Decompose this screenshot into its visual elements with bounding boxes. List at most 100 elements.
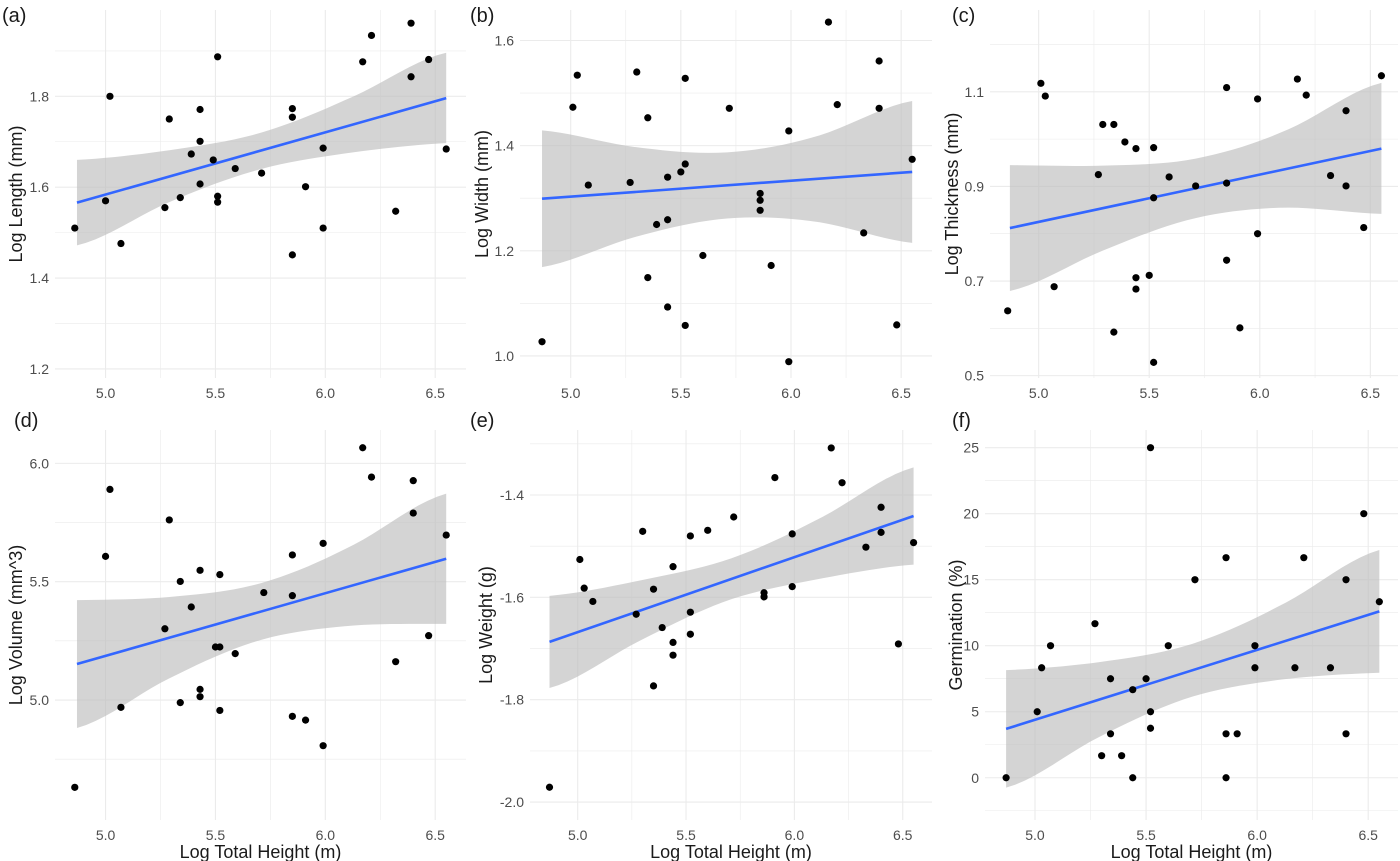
- x-tick-label: 6.5: [891, 385, 911, 401]
- data-point: [442, 145, 450, 153]
- data-point: [407, 73, 415, 81]
- x-tick-label: 6.5: [425, 385, 445, 401]
- data-point: [1046, 642, 1055, 650]
- data-point: [106, 92, 114, 100]
- data-point: [1233, 730, 1241, 738]
- y-tick-label: 1.4: [30, 270, 50, 286]
- data-point: [1098, 752, 1106, 760]
- data-point: [681, 321, 689, 330]
- data-point: [664, 216, 672, 224]
- data-point: [1192, 182, 1200, 190]
- data-point: [1150, 194, 1158, 202]
- data-point: [216, 570, 224, 579]
- panel-a: 5.0 5.5 6.0 6.5 1.2 1.4 1.6 1.8 Log Length (mm) (…: [2, 5, 466, 401]
- data-point: [1360, 510, 1368, 518]
- data-point: [669, 563, 677, 571]
- data-point: [1222, 554, 1230, 562]
- data-point: [1094, 171, 1102, 179]
- data-point: [664, 173, 672, 181]
- data-point: [862, 543, 870, 551]
- data-point: [633, 68, 641, 76]
- data-point: [838, 479, 846, 487]
- data-point: [1004, 307, 1012, 315]
- data-point: [367, 31, 376, 40]
- x-tick-label: 6.0: [1250, 385, 1270, 401]
- data-point: [231, 650, 239, 658]
- data-point: [319, 144, 327, 152]
- data-point: [288, 113, 296, 121]
- data-point: [1223, 256, 1231, 264]
- data-point: [584, 181, 592, 189]
- confidence-band: [76, 52, 447, 246]
- y-tick-label: 10: [963, 638, 979, 654]
- data-point: [1129, 686, 1137, 694]
- data-point: [288, 712, 296, 720]
- data-point: [569, 103, 577, 111]
- panel-b: 5.0 5.5 6.0 6.5 1.0 1.2 1.4 1.6 Log Width (mm) (b…: [470, 5, 932, 401]
- data-point: [71, 783, 79, 791]
- data-point: [359, 444, 367, 452]
- data-point: [117, 239, 125, 248]
- data-point: [785, 358, 793, 366]
- data-point: [1326, 664, 1335, 672]
- data-point: [699, 251, 707, 260]
- regression-line: [541, 170, 913, 201]
- data-point: [1118, 752, 1126, 760]
- x-axis-title: Log Total Height (m): [1111, 842, 1273, 861]
- data-point: [196, 105, 204, 114]
- data-point: [833, 101, 841, 109]
- data-point: [214, 198, 222, 206]
- data-point: [196, 566, 204, 574]
- data-point: [875, 57, 883, 65]
- data-point: [407, 19, 415, 27]
- data-point: [756, 196, 764, 204]
- data-point: [165, 115, 173, 123]
- x-axis-title: Log Total Height (m): [180, 842, 342, 861]
- y-axis-title: Log Weight (g): [476, 566, 496, 684]
- panel-label: (c): [952, 5, 975, 27]
- y-tick-label: 5.5: [30, 574, 50, 590]
- data-point: [788, 530, 796, 538]
- x-tick-label: 5.5: [676, 827, 696, 843]
- data-point: [1342, 576, 1350, 584]
- panel-e: 5.0 5.5 6.0 6.5 -2.0 -1.8 -1.6 -1.4 Log Weight (…: [470, 410, 932, 861]
- regression-line: [1005, 610, 1380, 731]
- data-point: [1291, 664, 1299, 672]
- data-point: [1223, 83, 1231, 92]
- data-point: [639, 527, 647, 535]
- panel-d: 5.0 5.5 6.0 6.5 5.0 5.5 6.0 Log Volume (mm^3) Lo…: [6, 410, 466, 861]
- data-point: [860, 229, 868, 237]
- data-point: [176, 194, 184, 202]
- data-point: [1037, 79, 1045, 87]
- data-point: [538, 338, 546, 346]
- data-point: [1251, 664, 1259, 672]
- data-point: [1191, 576, 1199, 584]
- data-point: [1164, 642, 1172, 650]
- data-point: [877, 503, 885, 511]
- y-tick-label: 5.0: [30, 692, 50, 708]
- data-point: [196, 685, 204, 693]
- data-point: [1132, 274, 1140, 282]
- data-point: [669, 651, 677, 659]
- x-tick-label: 6.0: [316, 827, 336, 843]
- data-point: [1300, 554, 1308, 562]
- data-point: [649, 585, 658, 593]
- x-tick-label: 6.5: [1358, 827, 1378, 843]
- data-point: [1132, 144, 1140, 153]
- data-point: [824, 18, 833, 26]
- data-point: [1236, 324, 1244, 332]
- regression-line: [76, 96, 447, 204]
- data-point: [409, 477, 417, 485]
- data-point: [1165, 173, 1173, 181]
- data-point: [392, 207, 400, 215]
- data-point: [785, 127, 793, 135]
- data-point: [1342, 107, 1350, 115]
- data-point: [669, 638, 677, 647]
- data-point: [288, 592, 296, 600]
- data-point: [1377, 72, 1386, 80]
- data-point: [1099, 120, 1107, 129]
- data-point: [686, 532, 694, 540]
- data-point: [1050, 283, 1058, 291]
- data-point: [644, 273, 652, 282]
- data-point: [367, 473, 376, 481]
